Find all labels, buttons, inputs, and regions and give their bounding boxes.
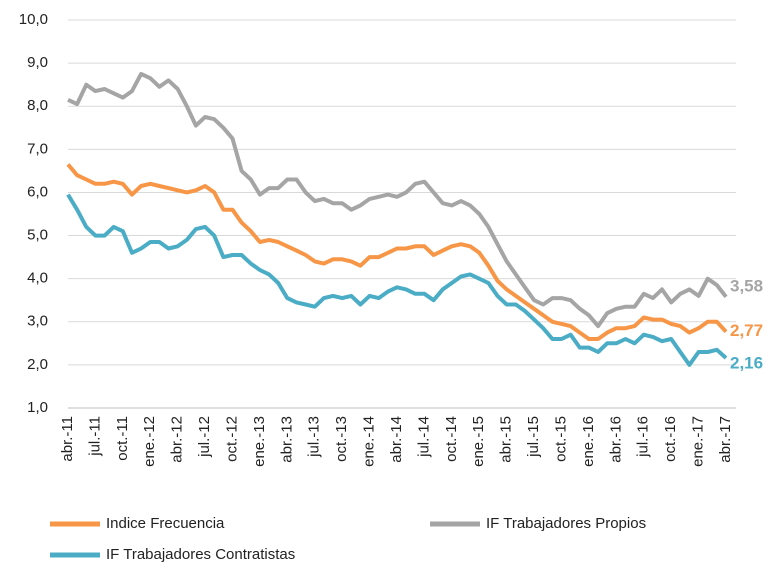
x-tick-label: ene.-12: [141, 416, 158, 467]
y-tick-label: 4,0: [27, 270, 48, 287]
y-tick-label: 10,0: [19, 11, 48, 28]
y-tick-label: 6,0: [27, 183, 48, 200]
x-tick-label: jul.-16: [635, 416, 652, 458]
y-tick-label: 9,0: [27, 54, 48, 71]
x-tick-label: ene.-16: [580, 416, 597, 467]
x-tick-label: oct.-12: [223, 416, 240, 462]
y-tick-label: 7,0: [27, 140, 48, 157]
x-tick-label: abr.-14: [388, 416, 405, 463]
x-tick-label: ene.-14: [361, 416, 378, 467]
x-tick-label: ene.-13: [251, 416, 268, 467]
y-tick-label: 1,0: [27, 399, 48, 416]
x-tick-label: oct.-13: [333, 416, 350, 462]
x-tick-label: jul.-11: [86, 416, 103, 457]
x-tick-label: oct.-14: [443, 416, 460, 462]
x-tick-label: abr.-12: [169, 416, 186, 463]
x-tick-label: oct.-15: [552, 416, 569, 462]
x-tick-label: jul.-13: [306, 416, 323, 458]
x-tick-label: ene.-15: [470, 416, 487, 467]
x-tick-label: ene.-17: [690, 416, 707, 467]
y-tick-label: 5,0: [27, 227, 48, 244]
series-line: [67, 71, 728, 329]
x-tick-label: abr.-11: [59, 416, 76, 462]
series-line: [66, 163, 728, 341]
legend-label: Indice Frecuencia: [106, 515, 225, 532]
x-tick-label: abr.-13: [278, 416, 295, 463]
x-tick-label: jul.-14: [415, 416, 432, 458]
data-label: 3,58: [730, 276, 763, 295]
x-tick-label: oct.-16: [662, 416, 679, 462]
legend-label: IF Trabajadores Propios: [486, 515, 646, 532]
legend-label: IF Trabajadores Contratistas: [106, 546, 295, 563]
y-tick-label: 8,0: [27, 97, 48, 114]
x-tick-label: oct.-11: [114, 416, 131, 461]
y-tick-label: 3,0: [27, 313, 48, 330]
series-line: [66, 193, 728, 367]
x-tick-label: jul.-12: [196, 416, 213, 458]
x-tick-label: abr.-17: [717, 416, 734, 463]
y-tick-label: 2,0: [27, 356, 48, 373]
x-tick-label: jul.-15: [525, 416, 542, 458]
data-label: 2,16: [730, 353, 763, 372]
x-tick-label: abr.-16: [607, 416, 624, 463]
data-label: 2,77: [730, 321, 763, 340]
x-tick-label: abr.-15: [498, 416, 515, 463]
